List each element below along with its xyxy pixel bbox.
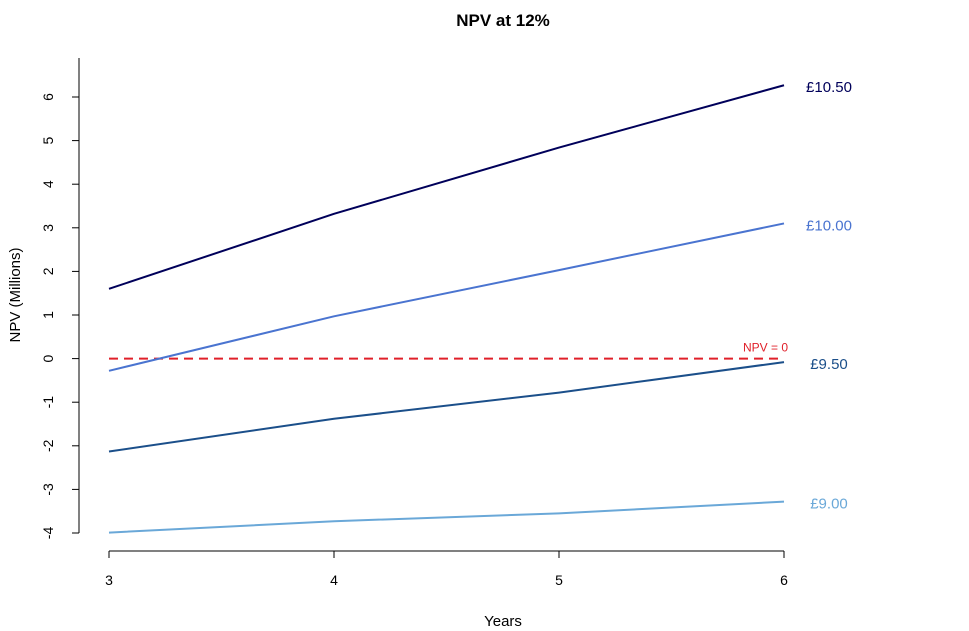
y-tick-label: 3 (40, 224, 56, 232)
y-tick-label: -2 (40, 439, 56, 452)
y-tick-label: -3 (40, 483, 56, 496)
y-axis-label: NPV (Millions) (7, 247, 24, 342)
x-axis-ticks: 3 4 5 6 (105, 551, 788, 588)
series-end-label: £10.00 (806, 217, 852, 234)
y-tick-label: 4 (40, 180, 56, 188)
x-tick-label: 5 (555, 572, 563, 588)
series-line (108, 84, 785, 290)
y-tick-label: 0 (40, 354, 56, 362)
series-line (108, 222, 785, 372)
series-line (108, 500, 785, 534)
series-line (108, 361, 785, 453)
y-tick-label: 2 (40, 267, 56, 275)
series-end-label: £9.50 (810, 356, 848, 373)
y-tick-label: -4 (40, 527, 56, 540)
series-lines (108, 84, 785, 534)
y-tick-label: 6 (40, 93, 56, 101)
x-tick-label: 4 (330, 572, 338, 588)
npv-zero-label: NPV = 0 (743, 341, 788, 355)
x-tick-label: 6 (780, 572, 788, 588)
y-axis-ticks: -4 -3 -2 -1 0 1 2 3 4 5 6 (40, 93, 79, 539)
series-end-label: £9.00 (810, 496, 848, 513)
y-tick-label: -1 (40, 396, 56, 409)
x-axis-label: Years (484, 613, 522, 630)
series-end-label: £10.50 (806, 79, 852, 96)
y-tick-label: 5 (40, 136, 56, 144)
x-tick-label: 3 (105, 572, 113, 588)
series-labels: £10.50 £10.00 £9.50 £9.00 (806, 79, 852, 512)
chart-title: NPV at 12% (456, 11, 550, 30)
y-tick-label: 1 (40, 311, 56, 319)
